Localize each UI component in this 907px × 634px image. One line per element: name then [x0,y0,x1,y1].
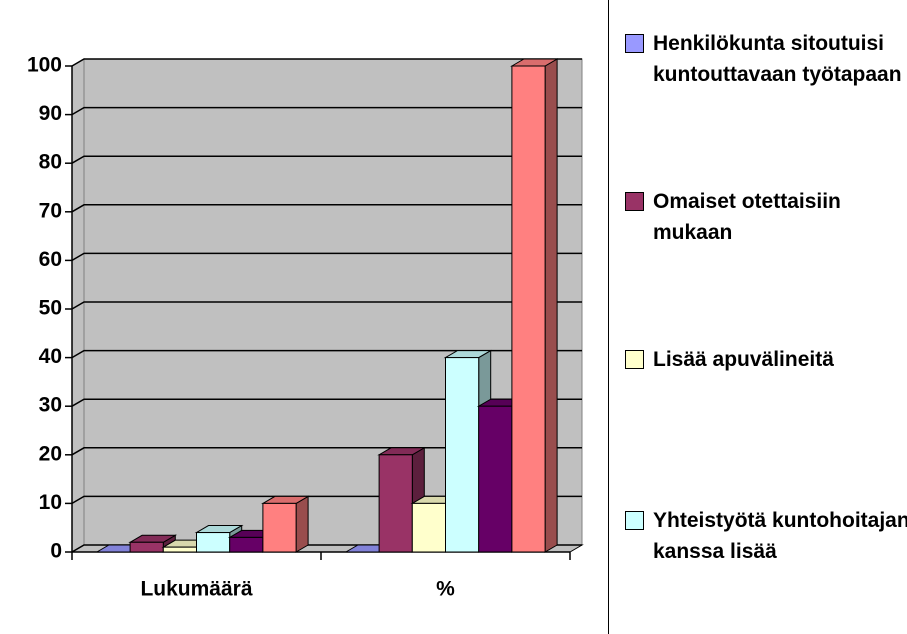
y-tick-label: 90 [39,102,62,125]
y-tick-label: 40 [39,345,62,368]
legend: Henkilökunta sitoutuisi kuntouttavaan ty… [608,0,907,634]
bar [411,502,446,553]
bar [378,454,413,553]
legend-entry: Omaiset otettaisiin mukaan [623,186,907,248]
legend-entry: Henkilökunta sitoutuisi kuntouttavaan ty… [623,28,907,90]
bar [162,546,198,553]
y-tick-label: 80 [39,151,62,174]
bar-side [295,495,309,553]
legend-label: Yhteistyötä kuntohoitajan kanssa lisää [653,509,907,563]
grid-line [71,155,582,164]
y-tick-label: 0 [50,540,62,563]
grid-line [71,349,582,359]
bar [445,357,480,553]
grid-line [71,398,582,407]
legend-entry: Lisää apuvälineitä [623,344,907,375]
legend-swatch [625,350,644,369]
y-tick-label: 100 [27,54,62,77]
grid-line [71,252,582,262]
x-tick-label: Lukumäärä [140,578,252,601]
legend-label: Henkilökunta sitoutuisi kuntouttavaan ty… [653,32,902,86]
legend-label: Omaiset otettaisiin mukaan [653,190,841,244]
y-tick-label: 60 [39,248,62,271]
grid-line [71,301,582,310]
legend-swatch [625,192,644,211]
legend-entry: Yhteistyötä kuntohoitajan kanssa lisää [623,505,907,567]
bar [262,502,297,553]
bar [129,541,164,553]
bar-side [544,58,558,553]
legend-label: Lisää apuvälineitä [653,348,834,371]
grid-line [71,204,582,213]
bar [511,65,546,553]
y-tick-label: 10 [39,491,62,514]
legend-swatch [625,34,644,53]
y-tick-label: 70 [39,199,62,222]
legend-swatch [625,511,644,530]
y-tick-label: 20 [39,442,62,465]
bar [229,536,264,553]
grid-line [71,106,582,116]
chart: 0 10 20 30 40 50 60 70 80 90 100 Lukumäärä% [27,54,584,601]
y-tick-label: 30 [39,394,62,417]
bar [196,532,231,553]
x-tick-label: % [436,578,455,601]
grid-line [71,58,582,67]
y-tick-label: 50 [39,297,62,320]
bar [478,405,513,553]
